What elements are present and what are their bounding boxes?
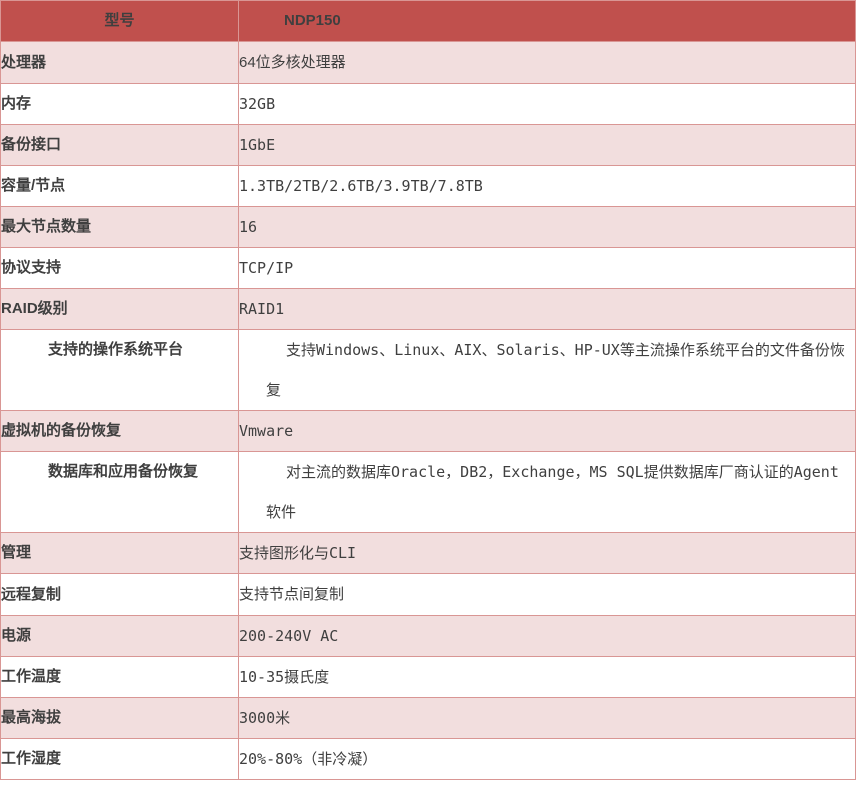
table-row: 管理 支持图形化与CLI <box>0 532 856 574</box>
table-row: 远程复制 支持节点间复制 <box>0 573 856 616</box>
spec-value-cell: 64位多核处理器 <box>238 41 856 84</box>
spec-label-text: 数据库和应用备份恢复 <box>48 463 199 480</box>
spec-table-container: 型号 NDP150 处理器 64位多核处理器 内存 32GB 备份接口 1GbE 容量/节点… <box>0 0 856 780</box>
spec-value-cell: 支持节点间复制 <box>238 573 856 616</box>
table-row: 支持的操作系统平台 支持Windows、Linux、AIX、Solaris、HP-… <box>0 329 856 411</box>
table-row: 最大节点数量 16 <box>0 206 856 248</box>
table-row: 数据库和应用备份恢复 对主流的数据库Oracle，DB2，Exchange，MS … <box>0 451 856 533</box>
header-row: 型号 NDP150 <box>0 0 856 42</box>
spec-value-cell: RAID1 <box>238 288 856 330</box>
spec-label-cell: 工作温度 <box>0 656 239 698</box>
spec-label-cell: 电源 <box>0 615 239 657</box>
spec-value-cell: 1.3TB/2TB/2.6TB/3.9TB/7.8TB <box>238 165 856 207</box>
table-row: 虚拟机的备份恢复 Vmware <box>0 410 856 452</box>
table-header: 型号 NDP150 <box>0 0 856 42</box>
spec-value-text: 对主流的数据库Oracle，DB2，Exchange，MS SQL提供数据库厂商… <box>266 463 839 521</box>
product-spec-table: 型号 NDP150 处理器 64位多核处理器 内存 32GB 备份接口 1GbE 容量/节点… <box>0 0 856 780</box>
spec-label-cell: 协议支持 <box>0 247 239 289</box>
spec-label-cell: 容量/节点 <box>0 165 239 207</box>
spec-value-cell: 32GB <box>238 83 856 125</box>
table-row: 最高海拔 3000米 <box>0 697 856 739</box>
spec-value-cell: 3000米 <box>238 697 856 739</box>
spec-value-text: 64位多核处理器 <box>239 54 346 71</box>
spec-value-text: 支持节点间复制 <box>239 586 345 603</box>
table-row: 处理器 64位多核处理器 <box>0 41 856 84</box>
spec-value-cell: 支持图形化与CLI <box>238 532 856 574</box>
spec-label-cell: 数据库和应用备份恢复 <box>0 451 239 533</box>
spec-value-cell: 16 <box>238 206 856 248</box>
spec-label-cell: 备份接口 <box>0 124 239 166</box>
table-row: 容量/节点 1.3TB/2TB/2.6TB/3.9TB/7.8TB <box>0 165 856 207</box>
spec-value-cell: 200-240V AC <box>238 615 856 657</box>
table-row: RAID级别 RAID1 <box>0 288 856 330</box>
spec-value-cell: 支持Windows、Linux、AIX、Solaris、HP-UX等主流操作系统… <box>238 329 856 411</box>
table-row: 协议支持 TCP/IP <box>0 247 856 289</box>
spec-label-cell: RAID级别 <box>0 288 239 330</box>
header-cell-model-label: 型号 <box>0 0 239 42</box>
spec-label-cell: 工作湿度 <box>0 738 239 780</box>
header-cell-model-value: NDP150 <box>238 0 856 42</box>
spec-value-cell: 10-35摄氏度 <box>238 656 856 698</box>
spec-label-cell: 最高海拔 <box>0 697 239 739</box>
spec-label-cell: 远程复制 <box>0 573 239 616</box>
spec-value-cell: 对主流的数据库Oracle，DB2，Exchange，MS SQL提供数据库厂商… <box>238 451 856 533</box>
spec-label-cell: 处理器 <box>0 41 239 84</box>
spec-label-cell: 虚拟机的备份恢复 <box>0 410 239 452</box>
spec-label-text: 支持的操作系统平台 <box>48 341 184 358</box>
table-row: 备份接口 1GbE <box>0 124 856 166</box>
spec-label-cell: 管理 <box>0 532 239 574</box>
spec-value-text: 支持Windows、Linux、AIX、Solaris、HP-UX等主流操作系统… <box>266 341 845 399</box>
table-row: 工作湿度 20%-80%（非冷凝） <box>0 738 856 780</box>
spec-value-cell: 20%-80%（非冷凝） <box>238 738 856 780</box>
spec-label-cell: 内存 <box>0 83 239 125</box>
spec-label-cell: 最大节点数量 <box>0 206 239 248</box>
spec-value-cell: 1GbE <box>238 124 856 166</box>
spec-value-cell: TCP/IP <box>238 247 856 289</box>
spec-label-cell: 支持的操作系统平台 <box>0 329 239 411</box>
spec-value-cell: Vmware <box>238 410 856 452</box>
table-row: 内存 32GB <box>0 83 856 125</box>
table-body: 处理器 64位多核处理器 内存 32GB 备份接口 1GbE 容量/节点 1.3TB/2TB/… <box>0 41 856 780</box>
table-row: 电源 200-240V AC <box>0 615 856 657</box>
table-row: 工作温度 10-35摄氏度 <box>0 656 856 698</box>
